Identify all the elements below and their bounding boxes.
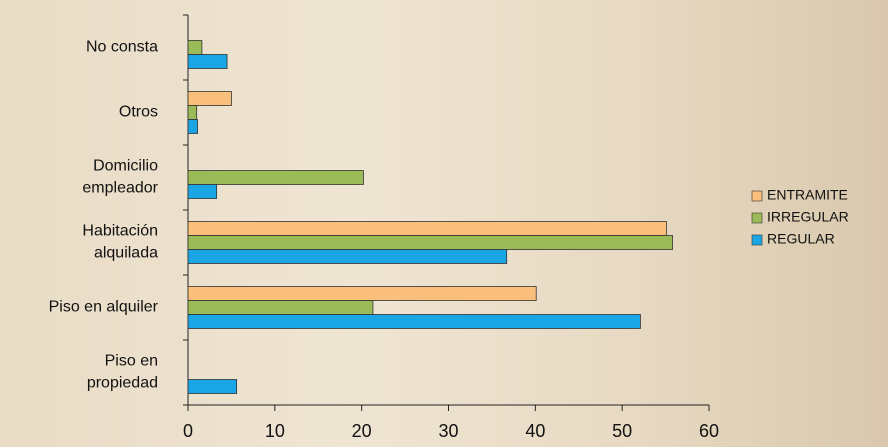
bar (187, 119, 198, 134)
bar (187, 105, 198, 120)
x-tick-label: 0 (183, 421, 193, 441)
category-label: No consta (86, 39, 158, 56)
bar (187, 249, 508, 264)
x-tick-label: 60 (699, 421, 719, 441)
category-line: propiedad (87, 375, 158, 392)
legend-label: IRREGULAR (767, 209, 849, 225)
x-tick-label: 20 (352, 421, 372, 441)
category-line: empleador (82, 180, 158, 197)
category-label: Domicilio empleador (82, 158, 158, 197)
category-line: No consta (86, 39, 158, 56)
x-tick-label: 10 (265, 421, 285, 441)
bar (187, 221, 667, 236)
legend-label: ENTRAMITE (767, 187, 848, 203)
bar (187, 170, 364, 185)
bar (187, 91, 232, 106)
bar (187, 235, 673, 250)
bar (187, 40, 203, 55)
category-label: Habitación alquilada (82, 223, 158, 262)
bar (187, 286, 537, 301)
bar (187, 54, 228, 69)
category-line: Habitación (82, 223, 158, 240)
category-line: Piso en alquiler (49, 299, 159, 316)
category-line: Domicilio (93, 158, 158, 175)
bar (187, 314, 641, 329)
category-line: alquilada (94, 245, 158, 262)
legend-swatch (751, 234, 763, 246)
category-line: Piso en (105, 353, 158, 370)
category-label: Piso en propiedad (87, 353, 158, 392)
legend-label: REGULAR (767, 231, 835, 247)
category-line: Otros (119, 104, 158, 121)
bar (187, 379, 238, 394)
x-tick-label: 40 (525, 421, 545, 441)
category-label: Piso en alquiler (49, 299, 159, 316)
x-tick-label: 30 (438, 421, 458, 441)
x-tick-label: 50 (612, 421, 632, 441)
legend-swatch (751, 212, 763, 224)
bar (187, 300, 374, 315)
bar (187, 184, 218, 199)
category-label: Otros (119, 104, 158, 121)
legend-swatch (751, 190, 763, 202)
